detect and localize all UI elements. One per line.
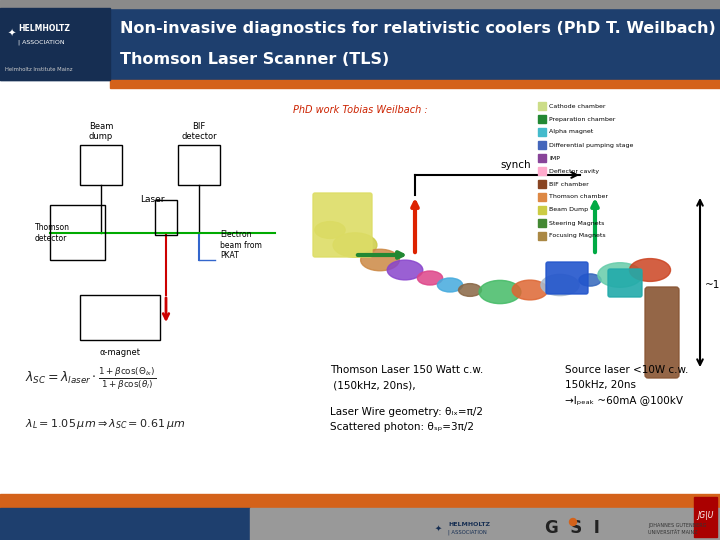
Text: BIF chamber: BIF chamber <box>549 181 589 186</box>
Ellipse shape <box>541 274 579 295</box>
Text: $\lambda_L = 1.05\,\mu m \Rightarrow \lambda_{SC} = 0.61\,\mu m$: $\lambda_L = 1.05\,\mu m \Rightarrow \la… <box>25 417 185 431</box>
Text: JG|U: JG|U <box>697 510 714 519</box>
Bar <box>0 494 720 508</box>
Text: 150kHz, 20ns: 150kHz, 20ns <box>565 380 636 390</box>
Ellipse shape <box>459 284 482 296</box>
Text: α-magnet: α-magnet <box>99 348 140 357</box>
Text: →Iₚₑₐₖ ~60mA @100kV: →Iₚₑₐₖ ~60mA @100kV <box>565 395 683 405</box>
Ellipse shape <box>598 262 642 287</box>
Bar <box>538 167 546 175</box>
Text: ~1m: ~1m <box>705 280 720 290</box>
FancyBboxPatch shape <box>313 193 372 257</box>
Ellipse shape <box>579 274 601 286</box>
Text: Focusing Magnets: Focusing Magnets <box>549 233 606 239</box>
Text: (150kHz, 20ns),: (150kHz, 20ns), <box>330 381 415 391</box>
Text: Preparation chamber: Preparation chamber <box>549 117 616 122</box>
Text: Alpha magnet: Alpha magnet <box>549 130 593 134</box>
Bar <box>0 8 110 80</box>
Bar <box>538 141 546 149</box>
Bar <box>538 180 546 188</box>
Bar <box>538 154 546 162</box>
Text: BIF
detector: BIF detector <box>181 122 217 141</box>
Bar <box>538 128 546 136</box>
Ellipse shape <box>418 271 443 285</box>
Text: PhD work Tobias Weilbach :: PhD work Tobias Weilbach : <box>293 105 427 115</box>
Text: Thomson Laser 150 Watt c.w.: Thomson Laser 150 Watt c.w. <box>330 365 483 375</box>
Text: synch: synch <box>500 160 531 170</box>
Bar <box>538 206 546 214</box>
Ellipse shape <box>333 233 377 257</box>
Text: | ASSOCIATION: | ASSOCIATION <box>18 40 65 45</box>
Text: Thomson
detector: Thomson detector <box>35 224 70 242</box>
Bar <box>0 8 720 80</box>
Text: Laser Wire geometry: θₗₓ=π/2: Laser Wire geometry: θₗₓ=π/2 <box>330 407 483 417</box>
Text: $\lambda_{SC} = \lambda_{laser} \cdot \frac{1+\beta\cos(\Theta_{lx})}{1+\beta\co: $\lambda_{SC} = \lambda_{laser} \cdot \f… <box>25 365 156 391</box>
Text: Cathode chamber: Cathode chamber <box>549 104 606 109</box>
Text: ✦: ✦ <box>435 523 442 532</box>
Text: IMP: IMP <box>549 156 560 160</box>
Bar <box>538 219 546 227</box>
Bar <box>250 508 720 540</box>
Text: ✦: ✦ <box>8 28 16 38</box>
Text: Scattered photon: θₛₚ=3π/2: Scattered photon: θₛₚ=3π/2 <box>330 422 474 432</box>
Text: Deflector cavity: Deflector cavity <box>549 168 599 173</box>
Text: | ASSOCIATION: | ASSOCIATION <box>448 529 487 535</box>
Text: G  S  I: G S I <box>545 519 600 537</box>
Bar <box>110 80 720 88</box>
Text: Non-invasive diagnostics for relativistic coolers (PhD T. Weilbach): Non-invasive diagnostics for relativisti… <box>120 21 716 36</box>
Text: Thomson Laser Scanner (TLS): Thomson Laser Scanner (TLS) <box>120 52 390 68</box>
Text: Beam
dump: Beam dump <box>89 122 113 141</box>
Bar <box>538 193 546 201</box>
Ellipse shape <box>437 278 463 292</box>
Text: Helmholtz Institute Mainz: Helmholtz Institute Mainz <box>5 67 73 72</box>
Text: Laser: Laser <box>140 195 164 205</box>
Bar <box>50 205 105 260</box>
FancyBboxPatch shape <box>608 269 642 297</box>
Text: UNIVERSITÄT MAINZ: UNIVERSITÄT MAINZ <box>648 530 698 536</box>
FancyBboxPatch shape <box>546 262 588 294</box>
Bar <box>0 508 250 540</box>
Bar <box>80 295 160 340</box>
Ellipse shape <box>361 249 400 271</box>
Text: JOHANNES GUTENBERG: JOHANNES GUTENBERG <box>648 523 706 529</box>
Ellipse shape <box>629 259 670 281</box>
Text: Beam Dump: Beam Dump <box>549 207 588 213</box>
Text: HELMHOLTZ: HELMHOLTZ <box>448 522 490 526</box>
Text: Steering Magnets: Steering Magnets <box>549 220 604 226</box>
Bar <box>538 102 546 110</box>
FancyBboxPatch shape <box>645 287 679 378</box>
Bar <box>0 0 720 8</box>
Ellipse shape <box>387 260 423 280</box>
Text: Thomson chamber: Thomson chamber <box>549 194 608 199</box>
Bar <box>538 115 546 123</box>
Text: HELMHOLTZ: HELMHOLTZ <box>18 24 70 32</box>
Ellipse shape <box>315 221 345 239</box>
Text: Source laser <10W c.w.: Source laser <10W c.w. <box>565 365 688 375</box>
Ellipse shape <box>512 280 548 300</box>
Text: Electron
beam from
PKAT: Electron beam from PKAT <box>220 230 262 260</box>
Bar <box>694 497 717 537</box>
Bar <box>155 200 177 235</box>
Bar <box>538 232 546 240</box>
Bar <box>80 145 122 185</box>
Circle shape <box>570 518 577 525</box>
Ellipse shape <box>479 280 521 303</box>
Bar <box>178 145 220 185</box>
Text: Differential pumping stage: Differential pumping stage <box>549 143 634 147</box>
